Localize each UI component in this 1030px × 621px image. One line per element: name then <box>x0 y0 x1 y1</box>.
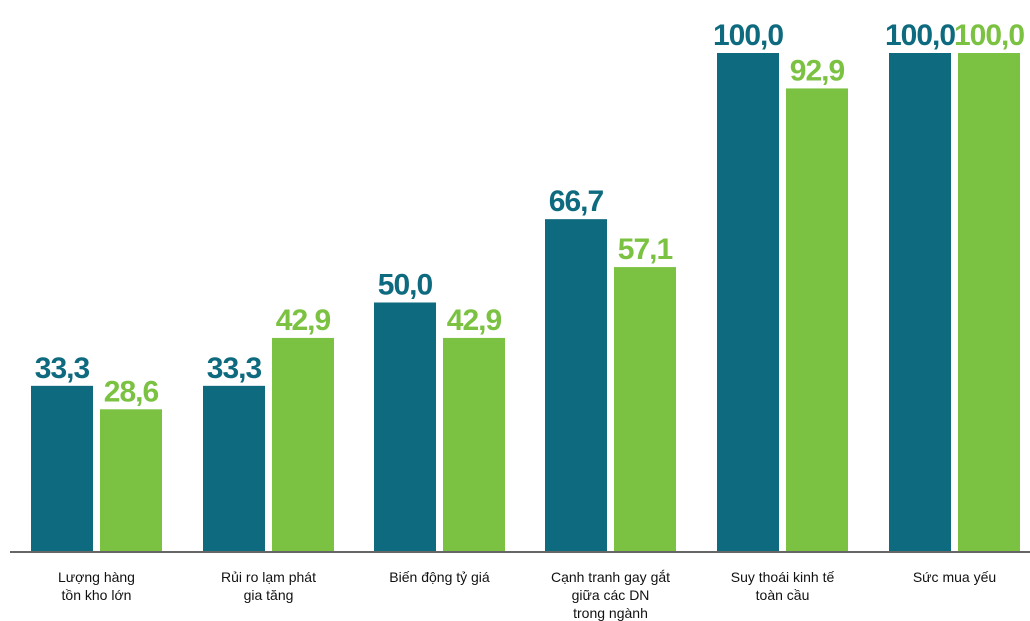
bar-s2-c4 <box>614 267 676 552</box>
bar-s1-c3 <box>374 302 436 552</box>
category-label-line: tồn kho lớn <box>62 587 132 603</box>
category-label-1: Lượng hàng tồn kho lớn <box>58 569 135 603</box>
bar-s1-c4 <box>545 219 607 553</box>
bar-s2-c1 <box>100 409 162 552</box>
category-label-line: Cạnh tranh gay gắt <box>551 569 670 585</box>
category-label-line: giữa các DN <box>572 587 650 603</box>
bar-s1-c2 <box>203 385 265 552</box>
bars-layer <box>31 53 1020 553</box>
value-label-s1-c4: 66,7 <box>549 185 604 218</box>
category-label-6: Sức mua yếu <box>913 569 996 585</box>
bar-s1-c1 <box>31 385 93 552</box>
bar-s1-c5 <box>717 53 779 552</box>
category-label-5: Suy thoái kinh tế toàn cầu <box>731 569 835 603</box>
category-label-line: Lượng hàng <box>58 569 135 585</box>
category-label-line: Rủi ro lạm phát <box>221 569 316 585</box>
category-label-4: Cạnh tranh gay gắt giữa các DN trong ngành <box>551 569 670 621</box>
value-label-s2-c1: 28,6 <box>104 375 159 408</box>
value-label-s2-c6: 100,0 <box>954 19 1024 52</box>
value-label-s1-c2: 33,3 <box>207 352 262 385</box>
category-label-line: Suy thoái kinh tế <box>731 569 835 585</box>
category-label-2: Rủi ro lạm phát gia tăng <box>221 569 316 603</box>
bar-s2-c3 <box>443 337 505 552</box>
category-label-line: Sức mua yếu <box>913 569 996 585</box>
value-label-s2-c4: 57,1 <box>618 233 673 266</box>
value-label-s1-c1: 33,3 <box>35 352 90 385</box>
value-label-s2-c2: 42,9 <box>276 304 331 337</box>
category-label-line: trong ngành <box>573 605 648 621</box>
bar-s2-c5 <box>786 88 848 552</box>
category-label-3: Biến động tỷ giá <box>389 569 490 585</box>
value-labels-layer: 33,328,633,342,950,042,966,757,1100,092,… <box>35 19 1026 408</box>
value-label-s1-c3: 50,0 <box>378 269 433 302</box>
category-label-line: gia tăng <box>244 587 294 603</box>
category-label-line: toàn cầu <box>756 587 810 603</box>
value-label-s2-c3: 42,9 <box>447 304 502 337</box>
value-label-s2-c5: 92,9 <box>790 54 845 87</box>
category-labels-layer: Lượng hàng tồn kho lớn Rủi ro lạm phát gia … <box>58 569 996 621</box>
value-label-s1-c6: 100,0 <box>885 19 955 52</box>
value-label-s1-c5: 100,0 <box>713 19 783 52</box>
bar-s2-c6 <box>958 53 1020 552</box>
bar-s1-c6 <box>889 53 951 552</box>
category-label-line: Biến động tỷ giá <box>389 569 490 585</box>
bar-s2-c2 <box>272 337 334 552</box>
